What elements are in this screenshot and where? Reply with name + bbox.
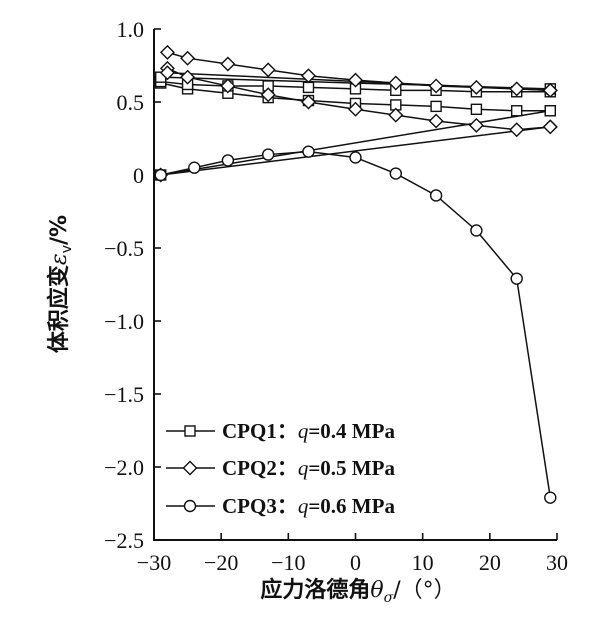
data-point xyxy=(348,72,363,88)
legend-label: CPQ2：q=0.5 MPa xyxy=(222,456,395,480)
data-point xyxy=(388,107,404,123)
data-point xyxy=(348,101,363,117)
data-point xyxy=(159,65,175,81)
data-point xyxy=(300,68,316,84)
data-point xyxy=(542,82,558,98)
data-point xyxy=(430,100,442,113)
y-tick-label: −1.5 xyxy=(104,382,144,407)
data-point xyxy=(544,105,556,117)
data-point xyxy=(300,94,316,110)
legend-label: CPQ1：q=0.4 MPa xyxy=(222,419,395,443)
series-line xyxy=(160,110,551,176)
legend-item-cpq1: CPQ1：q=0.4 MPa xyxy=(166,419,395,443)
legend: CPQ1：q=0.4 MPa CPQ2：q=0.5 MPa CPQ3：q=0.6 M… xyxy=(166,419,395,518)
data-point xyxy=(188,161,201,174)
x-tick-label: 0 xyxy=(350,550,361,575)
y-tick-label: −2.0 xyxy=(104,455,144,480)
data-point xyxy=(510,272,523,285)
x-tick-label: −30 xyxy=(137,550,171,575)
y-tick-label: −2.5 xyxy=(104,528,144,553)
data-point xyxy=(470,224,483,237)
data-point xyxy=(302,81,315,94)
x-tick-label: −20 xyxy=(204,550,238,575)
data-point xyxy=(220,56,236,72)
y-tick-label: 1.0 xyxy=(117,17,145,42)
plot-area xyxy=(153,44,558,504)
data-point xyxy=(159,44,175,60)
data-point xyxy=(220,78,236,94)
y-tick-label: −1.0 xyxy=(104,309,144,334)
data-point xyxy=(542,119,558,135)
y-axis-title: 体积应变εv/% xyxy=(46,215,75,353)
data-point xyxy=(468,117,484,133)
series-line xyxy=(160,126,551,176)
y-tick-label: −0.5 xyxy=(104,236,144,261)
x-tick-label: −10 xyxy=(271,550,305,575)
data-point xyxy=(428,78,444,94)
y-tick-label: 0.5 xyxy=(117,90,145,115)
data-point xyxy=(302,145,315,158)
y-tick-label: 0 xyxy=(133,163,144,188)
x-tick-label: 30 xyxy=(546,550,568,575)
legend-marker xyxy=(183,499,197,513)
y-ticks: 1.0 0.5 0 −0.5 −1.0 −1.5 −2.0 −2.5 xyxy=(104,17,161,553)
data-point xyxy=(349,151,362,164)
data-point xyxy=(509,81,525,97)
x-tick-label: 20 xyxy=(479,550,501,575)
series-cpq2 xyxy=(153,44,558,183)
x-tick-label: 10 xyxy=(412,550,434,575)
data-point xyxy=(261,148,275,161)
data-point xyxy=(429,189,443,202)
data-point xyxy=(389,167,402,180)
legend-item-cpq2: CPQ2：q=0.5 MPa xyxy=(166,456,395,480)
data-point xyxy=(154,168,167,182)
legend-label: CPQ3：q=0.6 MPa xyxy=(222,494,395,518)
series-line xyxy=(160,150,552,498)
data-point xyxy=(511,105,523,117)
legend-marker xyxy=(184,425,196,437)
data-point xyxy=(388,75,404,91)
data-point xyxy=(180,50,196,66)
data-point xyxy=(260,62,276,78)
data-point xyxy=(428,113,444,129)
legend-item-cpq3: CPQ3：q=0.6 MPa xyxy=(166,494,395,518)
series-cpq3 xyxy=(154,145,557,504)
x-axis-title: 应力洛德角θσ/（°） xyxy=(260,577,455,606)
x-ticks: −30 −20 −10 0 10 20 30 xyxy=(137,533,568,575)
data-point xyxy=(260,87,276,103)
data-point xyxy=(544,491,557,504)
data-point xyxy=(221,154,235,167)
data-point xyxy=(509,122,525,138)
data-point xyxy=(468,79,484,95)
data-point xyxy=(470,103,483,116)
data-point xyxy=(180,69,196,85)
legend-marker xyxy=(182,460,198,476)
